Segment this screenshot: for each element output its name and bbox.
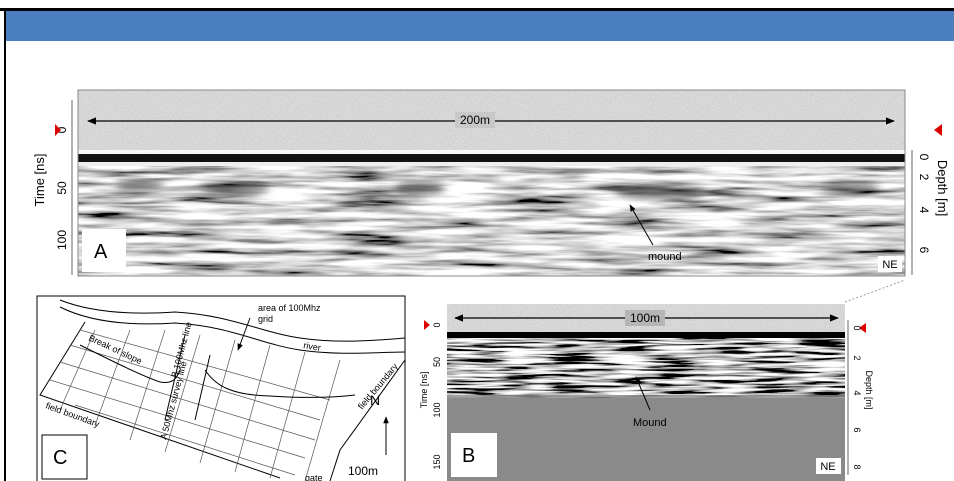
shape bbox=[934, 124, 942, 136]
shape bbox=[78, 154, 905, 162]
shape bbox=[234, 344, 271, 473]
tick-label: 6 bbox=[852, 427, 862, 432]
panel-b: 100m Mound B NE Time [ns] 0 50 100 150 0… bbox=[419, 304, 874, 481]
map-label: area of 100Mhz bbox=[258, 303, 321, 313]
shape bbox=[59, 329, 96, 411]
shape bbox=[424, 320, 430, 330]
scale-label: 100m bbox=[348, 464, 378, 478]
shape bbox=[49, 329, 341, 481]
shape bbox=[204, 369, 356, 398]
tick-label: 0 bbox=[55, 126, 69, 133]
shape bbox=[635, 376, 651, 411]
shape bbox=[329, 359, 406, 481]
shape bbox=[5, 11, 954, 41]
tick-label: 6 bbox=[917, 247, 931, 254]
tick-label: 0 bbox=[917, 154, 931, 161]
shape bbox=[79, 344, 181, 384]
shape bbox=[49, 379, 306, 459]
shape bbox=[269, 351, 306, 479]
tick-label: 4 bbox=[852, 390, 862, 395]
shape bbox=[39, 321, 281, 479]
shape bbox=[115, 180, 880, 199]
panel-label: B bbox=[462, 445, 475, 467]
shape bbox=[816, 458, 841, 474]
shape bbox=[447, 332, 845, 338]
shape bbox=[199, 339, 236, 464]
north-label: N bbox=[370, 392, 380, 408]
shape bbox=[844, 279, 906, 303]
map-label: gate bbox=[305, 473, 323, 481]
shape bbox=[194, 354, 211, 421]
shape bbox=[129, 329, 166, 441]
shape bbox=[69, 344, 321, 421]
tick-label: 100 bbox=[432, 402, 442, 417]
tick-label: 50 bbox=[55, 181, 69, 195]
shape bbox=[0, 8, 954, 11]
shape bbox=[200, 182, 270, 194]
shape bbox=[625, 310, 665, 326]
tick-label: 150 bbox=[432, 454, 442, 469]
shape bbox=[447, 338, 845, 398]
tick-label: 4 bbox=[917, 207, 931, 214]
shape bbox=[164, 334, 186, 421]
map-label: grid bbox=[258, 314, 273, 324]
map-label: river bbox=[303, 340, 322, 353]
scale-label: 100m bbox=[630, 311, 660, 325]
shape bbox=[629, 204, 654, 246]
axis-title: Time [ns] bbox=[32, 154, 47, 207]
tick-label: 2 bbox=[852, 355, 862, 360]
shape bbox=[164, 334, 201, 453]
panel-label: A bbox=[94, 241, 108, 263]
shape bbox=[55, 124, 61, 136]
shape bbox=[115, 180, 165, 190]
direction: NE bbox=[882, 259, 897, 271]
panel-label: C bbox=[53, 447, 67, 469]
shape bbox=[878, 256, 902, 272]
shape bbox=[41, 434, 88, 480]
annotation: mound bbox=[648, 251, 682, 263]
shape bbox=[820, 183, 880, 193]
tick-label: 0 bbox=[852, 325, 862, 330]
shape bbox=[78, 162, 905, 166]
shape bbox=[395, 182, 445, 194]
axis-title: Depth [m] bbox=[935, 160, 950, 216]
shape bbox=[78, 162, 905, 276]
shape bbox=[4, 11, 6, 481]
tick-label: 2 bbox=[917, 174, 931, 181]
shape bbox=[859, 323, 866, 333]
panel-c: area of 100Mhz grid river Break of slope… bbox=[36, 295, 406, 481]
tick-label: 8 bbox=[852, 464, 862, 469]
shape bbox=[82, 229, 126, 272]
tick-label: 50 bbox=[432, 357, 442, 367]
shape bbox=[455, 112, 495, 128]
panel-a: 200m A NE mound Time [ns] 0 50 100 0 2 4… bbox=[32, 89, 950, 303]
axis-title: Depth [m] bbox=[864, 370, 874, 409]
shape bbox=[79, 329, 331, 401]
tick-label: 0 bbox=[432, 322, 442, 327]
annotation: Mound bbox=[633, 417, 667, 429]
shape bbox=[94, 329, 131, 426]
axis-title: Time [ns] bbox=[419, 372, 429, 409]
shape bbox=[237, 317, 251, 351]
shape bbox=[451, 433, 497, 477]
shape bbox=[447, 395, 845, 481]
direction: NE bbox=[820, 461, 835, 473]
shape bbox=[74, 404, 296, 476]
shape bbox=[304, 359, 341, 481]
shape bbox=[59, 299, 406, 342]
shape bbox=[77, 89, 906, 277]
shape bbox=[615, 185, 705, 199]
scale-label: 200m bbox=[460, 113, 490, 127]
tick-label: 100 bbox=[55, 230, 69, 250]
shape bbox=[78, 150, 905, 154]
shape bbox=[59, 361, 316, 441]
